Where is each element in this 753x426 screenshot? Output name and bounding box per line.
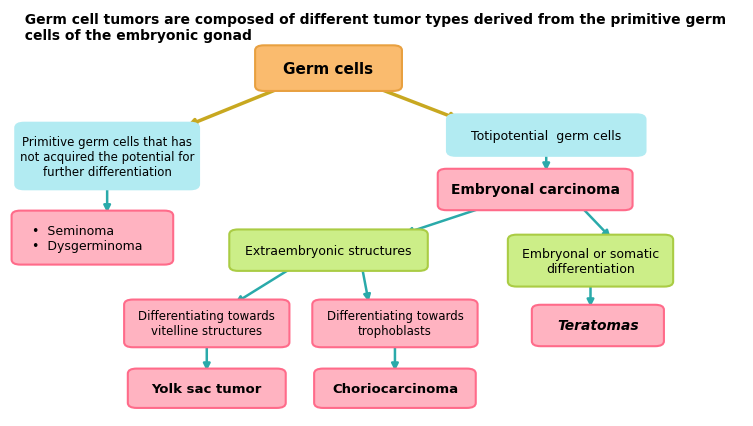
Text: Embryonal carcinoma: Embryonal carcinoma — [450, 183, 620, 197]
FancyBboxPatch shape — [508, 235, 673, 287]
Text: Differentiating towards
vitelline structures: Differentiating towards vitelline struct… — [139, 310, 275, 337]
FancyBboxPatch shape — [447, 115, 645, 156]
FancyBboxPatch shape — [11, 211, 173, 265]
FancyBboxPatch shape — [15, 124, 199, 190]
Text: Germ cell tumors are composed of different tumor types derived from the primitiv: Germ cell tumors are composed of differe… — [15, 13, 726, 43]
FancyBboxPatch shape — [312, 300, 477, 348]
Text: Teratomas: Teratomas — [557, 319, 639, 333]
Text: Germ cells: Germ cells — [283, 61, 373, 76]
FancyBboxPatch shape — [124, 300, 289, 348]
Text: Differentiating towards
trophoblasts: Differentiating towards trophoblasts — [327, 310, 463, 337]
FancyBboxPatch shape — [229, 230, 428, 271]
FancyBboxPatch shape — [437, 170, 633, 211]
FancyBboxPatch shape — [532, 305, 664, 346]
Text: Choriocarcinoma: Choriocarcinoma — [332, 382, 458, 395]
Text: Yolk sac tumor: Yolk sac tumor — [151, 382, 262, 395]
FancyBboxPatch shape — [255, 46, 402, 92]
Text: •  Seminoma
•  Dysgerminoma: • Seminoma • Dysgerminoma — [32, 224, 142, 252]
Text: Embryonal or somatic
differentiation: Embryonal or somatic differentiation — [522, 247, 659, 275]
FancyBboxPatch shape — [314, 369, 476, 408]
Text: Primitive germ cells that has
not acquired the potential for
further differentia: Primitive germ cells that has not acquir… — [20, 135, 194, 178]
Text: Totipotential  germ cells: Totipotential germ cells — [471, 129, 621, 142]
Text: Extraembryonic structures: Extraembryonic structures — [245, 244, 412, 257]
FancyBboxPatch shape — [128, 369, 285, 408]
